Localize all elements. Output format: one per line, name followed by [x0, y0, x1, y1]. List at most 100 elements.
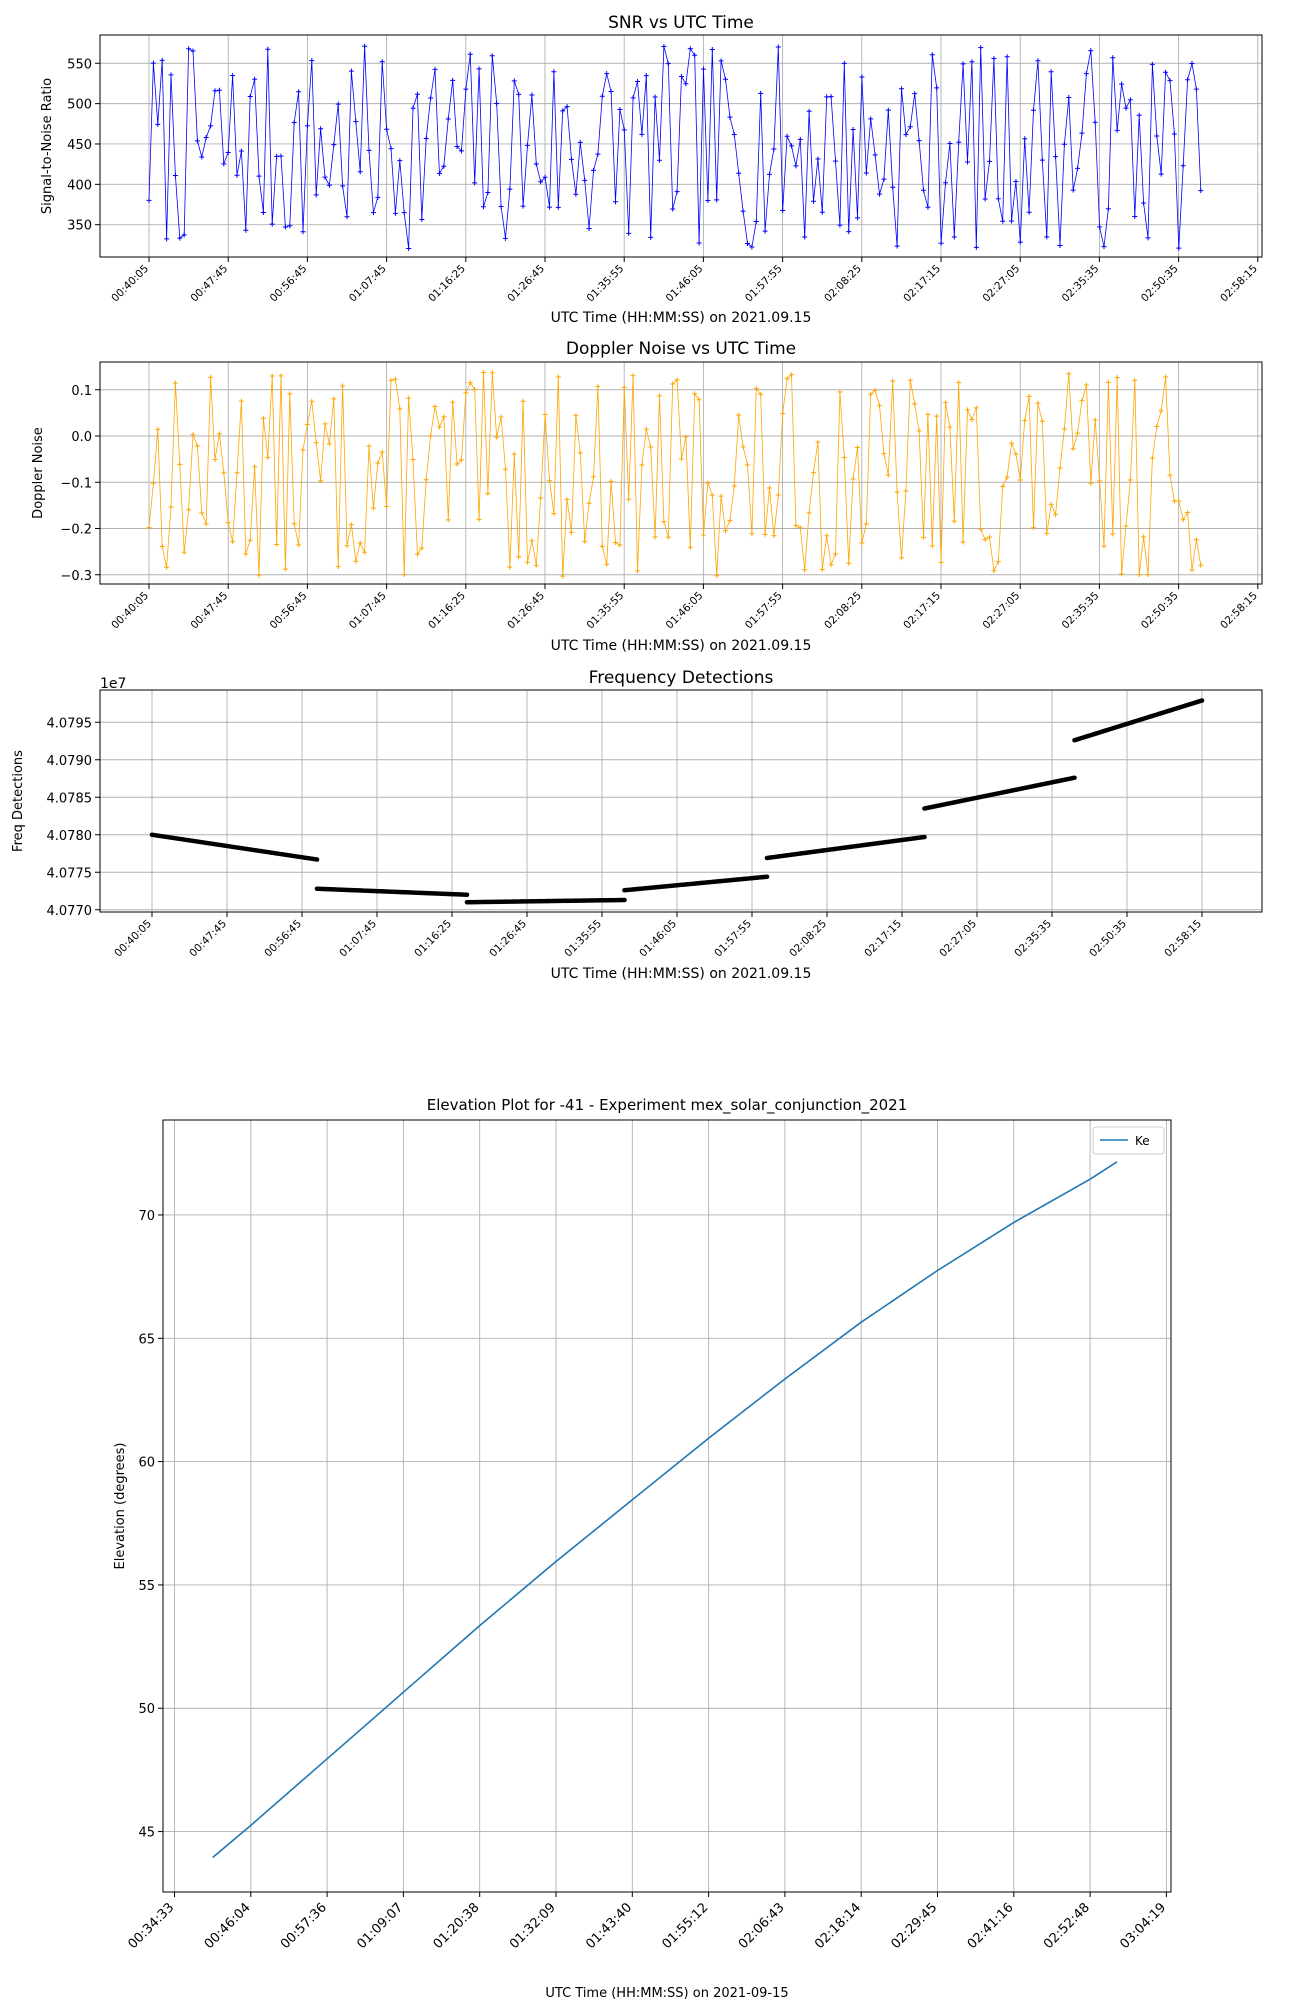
snr-point — [335, 101, 341, 107]
doppler-point — [1026, 393, 1032, 399]
snr-point — [194, 138, 200, 144]
snr-point — [159, 57, 165, 63]
doppler-point — [841, 454, 847, 460]
snr-point — [1163, 69, 1169, 75]
snr-ytick-label: 500 — [67, 98, 92, 113]
elevation-xtick-label: 02:52:48 — [1041, 1900, 1093, 1952]
snr-point — [1079, 130, 1085, 136]
doppler-point — [762, 531, 768, 537]
snr-xtick-label: 02:50:35 — [1139, 263, 1181, 305]
frequency-point — [464, 892, 470, 898]
snr-point — [309, 57, 315, 63]
doppler-point — [692, 391, 698, 397]
doppler-point — [956, 380, 962, 386]
snr-point — [674, 189, 680, 195]
snr-series — [146, 43, 1204, 252]
doppler-point — [278, 373, 284, 379]
snr-point — [511, 78, 517, 84]
doppler-grid — [100, 362, 1262, 584]
doppler-point — [938, 559, 944, 565]
snr-point — [348, 68, 354, 74]
doppler-point — [520, 398, 526, 404]
frequency-xtick-label: 01:35:55 — [562, 918, 604, 960]
snr-point — [841, 60, 847, 66]
doppler-point — [1145, 572, 1151, 578]
snr-point — [542, 174, 548, 180]
doppler-point — [934, 413, 940, 419]
doppler-point — [247, 537, 253, 543]
doppler-point — [322, 421, 328, 427]
snr-point — [208, 123, 214, 129]
snr-point — [458, 148, 464, 154]
snr-point — [274, 153, 280, 159]
doppler-point — [1176, 498, 1182, 504]
snr-point — [863, 170, 869, 176]
doppler-point — [212, 456, 218, 462]
doppler-point — [586, 500, 592, 506]
doppler-point — [1141, 534, 1147, 540]
snr-point — [956, 139, 962, 145]
doppler-title: Doppler Noise vs UTC Time — [566, 339, 796, 359]
doppler-point — [599, 543, 605, 549]
doppler-point — [366, 443, 372, 449]
snr-point — [304, 123, 310, 129]
frequency-xtick-label: 01:26:45 — [487, 918, 529, 960]
snr-point — [943, 180, 949, 186]
doppler-point — [824, 533, 830, 539]
snr-point — [1105, 206, 1111, 212]
snr-point — [546, 204, 552, 210]
snr-point — [1070, 187, 1076, 193]
doppler-point — [1198, 562, 1204, 568]
snr-point — [687, 46, 693, 52]
doppler-point — [1180, 517, 1186, 523]
doppler-point — [318, 478, 324, 484]
snr-point — [1066, 95, 1072, 101]
doppler-point — [652, 534, 658, 540]
elevation-ylabel: Elevation (degrees) — [113, 1443, 128, 1570]
snr-point — [1119, 81, 1125, 87]
doppler-point — [221, 470, 227, 476]
snr-chart: 350 400 450 500 550 00:40:05 00:47:45 00:56:45 0… — [40, 13, 1263, 326]
snr-point — [767, 171, 773, 177]
snr-point — [1057, 242, 1063, 248]
snr-point — [617, 106, 623, 112]
snr-point — [401, 210, 407, 216]
snr-point — [608, 89, 614, 95]
snr-point — [824, 94, 830, 100]
doppler-point — [670, 381, 676, 387]
doppler-point — [498, 414, 504, 420]
snr-point — [260, 210, 266, 216]
snr-xtick-label: 01:46:05 — [664, 263, 706, 305]
snr-point — [722, 76, 728, 82]
snr-point — [344, 214, 350, 220]
snr-point — [414, 91, 420, 97]
snr-line — [148, 46, 1202, 249]
snr-point — [388, 146, 394, 152]
doppler-point — [529, 538, 535, 544]
frequency-ytick-label: 4.0795 — [47, 716, 93, 731]
snr-xtick-label: 00:40:05 — [109, 263, 151, 305]
snr-point — [762, 228, 768, 234]
snr-point — [1039, 157, 1045, 163]
doppler-point — [507, 564, 513, 570]
snr-point — [753, 218, 759, 224]
doppler-point — [1035, 400, 1041, 406]
doppler-point — [696, 397, 702, 403]
snr-point — [555, 204, 561, 210]
snr-point — [802, 234, 808, 240]
snr-xtick-label: 01:35:55 — [584, 263, 626, 305]
elevation-ytick-label: 55 — [138, 1579, 155, 1594]
snr-point — [370, 210, 376, 216]
snr-point — [868, 116, 874, 122]
snr-point — [683, 81, 689, 87]
snr-point — [846, 229, 852, 235]
doppler-point — [414, 551, 420, 557]
doppler-xtick-label: 00:56:45 — [268, 590, 310, 632]
elevation-xtick-label: 00:57:36 — [278, 1900, 330, 1952]
elevation-xtick-label: 01:43:40 — [583, 1900, 635, 1952]
snr-point — [467, 51, 473, 57]
snr-point — [243, 227, 249, 233]
snr-point — [278, 153, 284, 159]
doppler-point — [335, 564, 341, 570]
snr-point — [1101, 244, 1107, 250]
